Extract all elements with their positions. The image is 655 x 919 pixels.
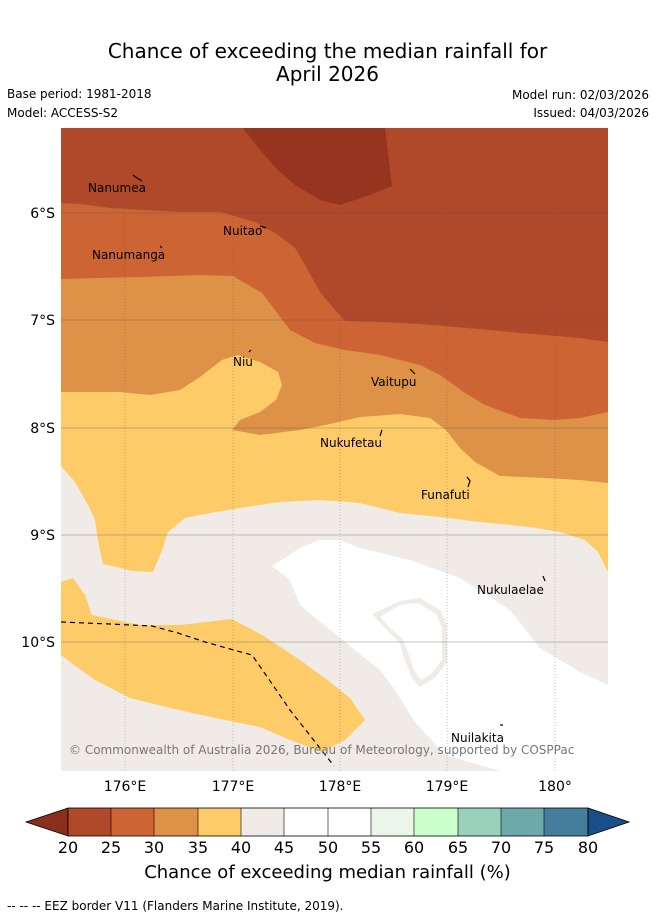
island-niu	[248, 349, 252, 353]
colorbar-tick: 70	[491, 838, 511, 857]
island-nukufetau	[379, 429, 383, 437]
eez-border	[60, 621, 335, 767]
island-nukulaelae	[542, 575, 546, 582]
colorbar-segment-30-35	[154, 808, 198, 836]
place-nanumea: Nanumea	[88, 181, 146, 195]
island-nanumanga	[159, 245, 163, 249]
colorbar-segment-35-40	[198, 808, 241, 836]
colorbar-tick: 50	[318, 838, 338, 857]
colorbar-segment-50-55	[328, 808, 371, 836]
band-50-55-inner	[380, 603, 442, 680]
lat-axis-labels: 6°S 7°S 8°S 9°S 10°S	[21, 206, 55, 651]
lat-label: 8°S	[30, 421, 55, 437]
place-funafuti: Funafuti	[421, 488, 470, 502]
chart-title: Chance of exceeding the median rainfall …	[0, 40, 655, 86]
colorbar-label: Chance of exceeding median rainfall (%)	[144, 862, 511, 883]
colorbar-tick: 75	[534, 838, 554, 857]
lat-label: 6°S	[30, 206, 55, 222]
colorbar-tick: 25	[101, 838, 121, 857]
band-20-25	[61, 128, 608, 342]
model-name: Model: ACCESS-S2	[7, 106, 119, 120]
lon-label: 177°E	[212, 779, 255, 795]
colorbar-tick: 80	[578, 838, 598, 857]
island-nanumea	[132, 174, 143, 182]
lon-label: 176°E	[104, 779, 147, 795]
colorbar-segment-65-70	[458, 808, 501, 836]
band-35-40-south	[61, 578, 365, 752]
lat-label: 9°S	[30, 528, 55, 544]
place-niu: Niu	[233, 355, 253, 369]
colorbar-over-arrow	[587, 807, 631, 837]
place-labels: Nanumea Nuitao Nanumanga Niu Vaitupu Nuk…	[88, 181, 544, 745]
lon-label: 178°E	[319, 779, 362, 795]
place-nukulaelae: Nukulaelae	[477, 583, 544, 597]
colorbar: 20 25 30 35 40 45 50 55 60 65 70 75 80	[24, 807, 631, 857]
probability-map	[61, 128, 608, 771]
colorbar-tick: 40	[231, 838, 251, 857]
island-nuitao	[259, 225, 267, 229]
colorbar-segment-45-50	[284, 808, 328, 836]
colorbar-under-arrow	[24, 807, 69, 837]
title-line-1: Chance of exceeding the median rainfall …	[107, 39, 548, 63]
place-vaitupu: Vaitupu	[371, 375, 417, 389]
eez-footnote: -- -- -- EEZ border V11 (Flanders Marine…	[7, 899, 344, 913]
colorbar-segment-75-80	[544, 808, 588, 836]
colorbar-tick-labels: 20 25 30 35 40 45 50 55 60 65 70 75 80	[58, 838, 598, 857]
lat-label: 7°S	[30, 313, 55, 329]
place-nanumanga: Nanumanga	[92, 248, 165, 262]
colorbar-segment-70-75	[501, 808, 544, 836]
gridlines	[61, 128, 608, 771]
place-nukufetau: Nukufetau	[320, 436, 382, 450]
band-under-20	[243, 128, 392, 205]
place-nuitao: Nuitao	[223, 224, 262, 238]
lon-label: 179°E	[426, 779, 469, 795]
colorbar-tick: 60	[404, 838, 424, 857]
colorbar-tick: 35	[188, 838, 208, 857]
island-vaitupu	[409, 368, 416, 375]
island-funafuti	[466, 476, 471, 488]
colorbar-tick: 20	[58, 838, 78, 857]
colorbar-segment-55-60	[371, 808, 414, 836]
lon-label: 180°	[538, 779, 572, 795]
colorbar-segment-40-45	[241, 808, 284, 836]
islands	[132, 174, 546, 726]
colorbar-tick: 30	[144, 838, 164, 857]
issued-date: Issued: 04/03/2026	[533, 106, 649, 120]
place-nuilakita: Nuilakita	[451, 731, 504, 745]
colorbar-tick: 55	[361, 838, 381, 857]
copyright-notice: © Commonwealth of Australia 2026, Bureau…	[69, 743, 574, 757]
title-line-2: April 2026	[276, 62, 379, 86]
colorbar-segment-60-65	[414, 808, 458, 836]
base-period: Base period: 1981-2018	[7, 87, 152, 101]
lat-label: 10°S	[21, 635, 55, 651]
colorbar-dividers	[110, 808, 545, 836]
colorbar-segment-20-25	[68, 808, 111, 836]
lon-axis-labels: 176°E 177°E 178°E 179°E 180°	[104, 779, 572, 795]
colorbar-tick: 45	[274, 838, 294, 857]
colorbar-tick: 65	[448, 838, 468, 857]
model-run: Model run: 02/03/2026	[511, 88, 649, 102]
colorbar-segment-25-30	[111, 808, 154, 836]
